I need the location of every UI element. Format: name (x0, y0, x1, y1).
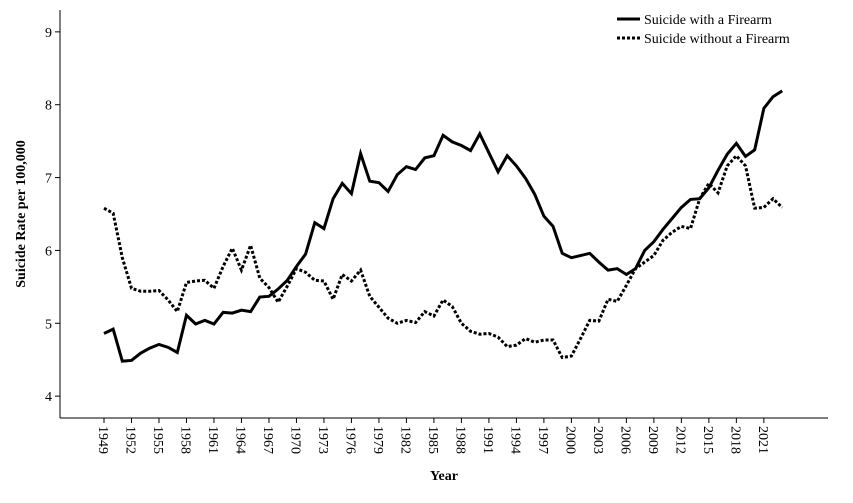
x-tick-label: 2021 (755, 426, 770, 454)
series-line (103, 89, 783, 363)
x-tick-label: 1958 (177, 426, 192, 454)
x-tick-label: 2003 (590, 426, 605, 454)
x-tick-label: 2009 (645, 426, 660, 454)
x-tick-label: 1994 (507, 426, 522, 454)
y-tick-label: 4 (45, 390, 52, 405)
x-tick-label: 1997 (535, 426, 550, 454)
x-tick-label: 1976 (342, 426, 357, 454)
x-tick-label: 2015 (700, 426, 715, 454)
x-tick-label: 1955 (150, 426, 165, 454)
x-tick-label: 1952 (122, 426, 137, 454)
y-tick-label: 6 (45, 244, 52, 259)
x-tick-label: 2018 (727, 426, 742, 454)
x-tick-label: 1961 (205, 426, 220, 454)
x-tick-label: 1988 (452, 426, 467, 454)
y-axis-label: Suicide Rate per 100,000 (14, 140, 29, 288)
y-tick-label: 5 (45, 317, 52, 332)
y-tick-label: 7 (45, 172, 52, 187)
x-tick-label: 1985 (425, 426, 440, 454)
series-line (103, 153, 784, 360)
x-tick-label: 1973 (315, 426, 330, 454)
legend-label: Suicide with a Firearm (644, 13, 772, 28)
x-tick-label: 1979 (370, 426, 385, 454)
x-tick-label: 1964 (232, 426, 247, 454)
y-tick-label: 9 (45, 26, 52, 41)
x-tick-label: 2000 (562, 426, 577, 454)
x-tick-label: 2012 (672, 426, 687, 454)
x-tick-label: 2006 (617, 426, 632, 454)
y-tick-label: 8 (45, 99, 52, 114)
x-tick-label: 1991 (480, 426, 495, 454)
x-axis-label: Year (430, 469, 458, 484)
x-tick-label: 1967 (260, 426, 275, 454)
x-tick-label: 1982 (397, 426, 412, 454)
x-tick-label: 1949 (95, 426, 110, 454)
legend-label: Suicide without a Firearm (644, 32, 790, 47)
x-tick-label: 1970 (287, 426, 302, 454)
